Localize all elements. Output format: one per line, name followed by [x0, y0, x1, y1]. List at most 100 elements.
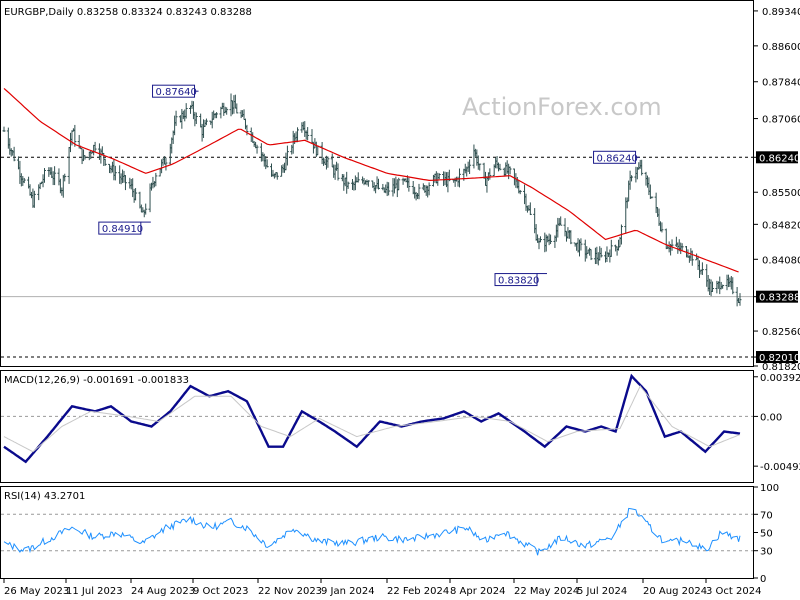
ohlc-bar [2, 126, 6, 132]
macd-title: MACD(12,26,9) -0.001691 -0.001833 [4, 375, 189, 386]
ohlc-bar [225, 107, 229, 115]
x-tick-label: 20 Aug 2024 [643, 586, 707, 597]
ohlc-bar [538, 236, 542, 243]
rsi-ytick-label: 70 [760, 510, 773, 521]
price-level-label: 0.83288 [759, 293, 800, 304]
ohlc-bar [518, 189, 522, 195]
ohlc-bar [488, 168, 492, 180]
ohlc-bar [650, 196, 654, 199]
ohlc-bar [144, 203, 148, 215]
ohlc-bar [377, 178, 381, 190]
macd-ytick-label: 0.003928 [760, 373, 800, 384]
ohlc-bar [296, 127, 300, 143]
ohlc-bar [42, 168, 46, 183]
rsi-ytick-label: 50 [760, 529, 773, 540]
ohlc-bar [387, 182, 391, 196]
x-tick-label: 24 Aug 2023 [131, 586, 195, 597]
ohlc-bar [22, 177, 26, 184]
ohlc-bar [498, 163, 502, 171]
rsi-panel-border [0, 486, 754, 579]
price-level-label: 0.82010 [759, 353, 800, 364]
price-ytick-label: 0.88600 [762, 42, 800, 53]
ohlc-bar [103, 158, 107, 166]
ohlc-bar [407, 177, 411, 192]
price-ytick-label: 0.89340 [762, 7, 800, 18]
price-annotation: 0.86240 [593, 150, 640, 164]
price-level-box [756, 351, 798, 364]
price-ytick-label: 0.84820 [762, 220, 800, 231]
ohlc-bar [164, 157, 168, 171]
moving-average-line [3, 87, 739, 273]
price-header: EURGBP,Daily 0.83258 0.83324 0.83243 0.8… [4, 7, 252, 18]
ohlc-bar [306, 127, 310, 141]
price-annotation-label: 0.86240 [597, 153, 638, 164]
x-tick-label: 22 Feb 2024 [387, 586, 449, 597]
ohlc-bar [73, 124, 77, 147]
ohlc-bar [700, 262, 704, 275]
ohlc-bar [194, 112, 198, 124]
ohlc-bar [255, 144, 259, 154]
ohlc-bar [397, 177, 401, 191]
rsi-ytick-label: 0 [760, 574, 766, 585]
ohlc-bar [63, 173, 67, 182]
ohlc-bar [478, 163, 482, 171]
ohlc-bar [134, 188, 138, 201]
ohlc-bar [559, 216, 563, 226]
x-tick-label: 22 Nov 2023 [258, 586, 322, 597]
x-tick-label: 5 Jul 2024 [577, 586, 627, 597]
ohlc-bar [549, 234, 553, 245]
price-annotation-label: 0.83820 [498, 276, 539, 287]
ohlc-bar [184, 103, 188, 119]
ohlc-bar [630, 175, 634, 182]
ohlc-bar [680, 243, 684, 251]
ohlc-bar [235, 103, 239, 114]
ohlc-bar [660, 222, 664, 233]
rsi-ytick-label: 100 [760, 483, 779, 494]
macd-signal-line [3, 385, 741, 453]
ohlc-bar [346, 181, 350, 189]
price-annotation: 0.83820 [494, 273, 548, 287]
price-annotation: 0.84910 [98, 221, 151, 235]
ohlc-bar [204, 118, 208, 126]
price-annotation: 0.87640 [152, 84, 199, 98]
ohlc-bar [528, 202, 532, 216]
ohlc-bar [437, 173, 441, 180]
price-ytick-label: 0.84080 [762, 255, 800, 266]
macd-line [3, 373, 741, 464]
ohlc-bar [265, 159, 269, 168]
price-watermark: ActionForex.com [462, 93, 662, 121]
ohlc-bar [599, 247, 603, 258]
price-annotation-label: 0.84910 [102, 224, 143, 235]
ohlc-bar [579, 238, 583, 251]
ohlc-bar [738, 293, 742, 306]
ohlc-bar [174, 110, 178, 126]
rsi-ytick-label: 30 [760, 547, 773, 558]
ohlc-bar [508, 166, 512, 175]
ohlc-bar [366, 180, 370, 187]
price-level-box [756, 290, 798, 303]
ohlc-bar [326, 156, 330, 168]
price-ytick-label: 0.87060 [762, 115, 800, 126]
price-level-label: 0.86240 [759, 153, 800, 164]
ohlc-bar [154, 172, 158, 187]
ohlc-bar [93, 141, 97, 153]
x-tick-label: 9 Jan 2024 [321, 586, 375, 597]
ohlc-bar [245, 124, 249, 136]
ohlc-bar [427, 182, 431, 196]
price-ytick-label: 0.81820 [762, 362, 800, 373]
ohlc-bar [731, 277, 735, 295]
ohlc-bar [670, 239, 674, 251]
ohlc-bar [83, 155, 87, 160]
ohlc-bar [569, 230, 573, 245]
price-ytick-label: 0.87840 [762, 78, 800, 89]
ohlc-bar [356, 172, 360, 183]
ohlc-bar [589, 249, 593, 261]
price-ytick-label: 0.82560 [762, 327, 800, 338]
x-tick-label: 11 Jul 2023 [66, 586, 123, 597]
ohlc-bar [275, 172, 279, 180]
ohlc-bar [609, 239, 613, 257]
ohlc-bar [123, 175, 127, 191]
ohlc-bar [711, 281, 715, 292]
ohlc-bar [457, 168, 461, 188]
